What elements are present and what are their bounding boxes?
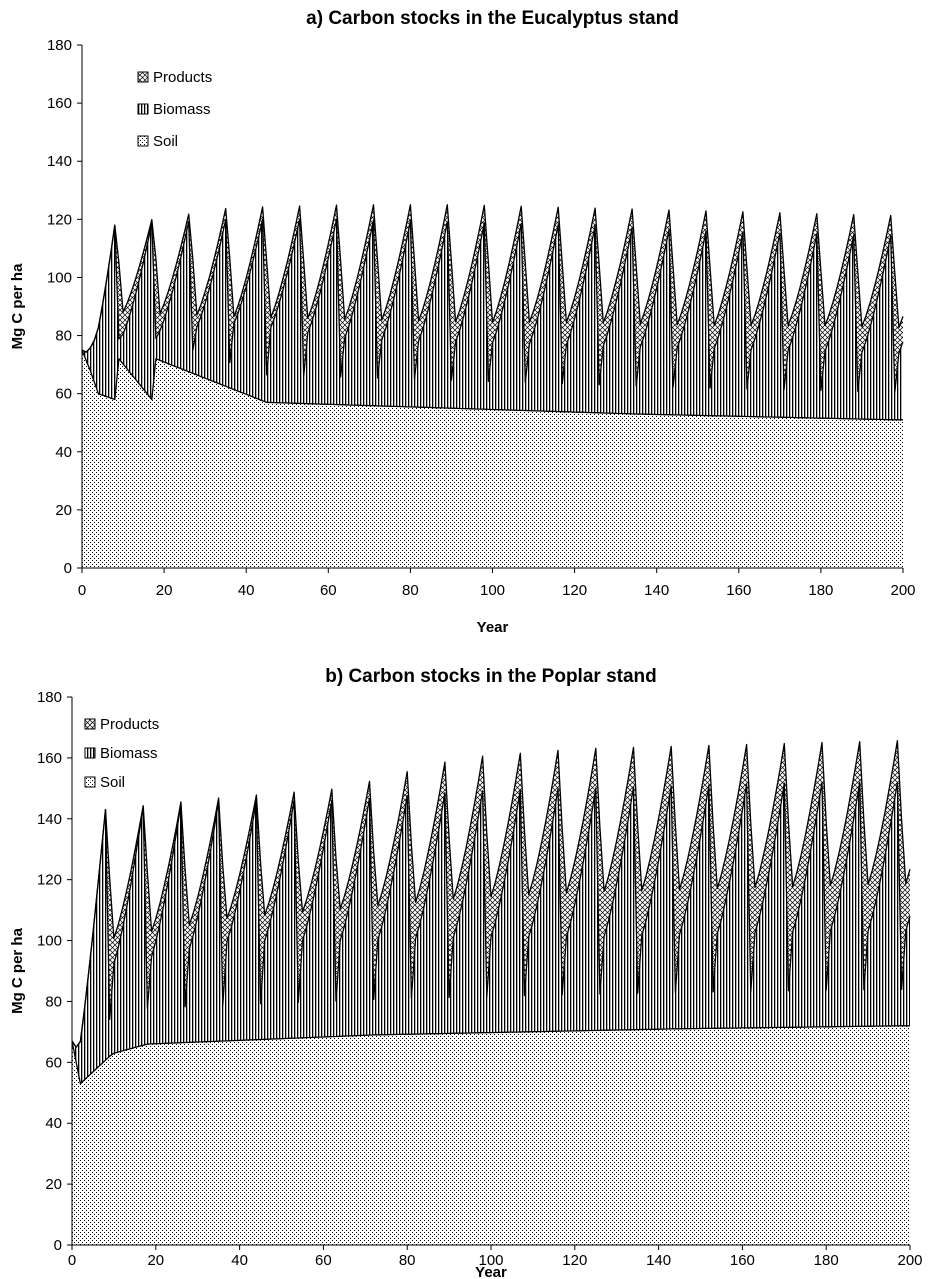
x-tick-label: 60 bbox=[315, 1252, 332, 1269]
y-tick-label: 140 bbox=[37, 811, 62, 828]
chart-panel-a: a) Carbon stocks in the Eucalyptus stand… bbox=[9, 8, 916, 636]
y-tick-label: 20 bbox=[55, 502, 72, 519]
y-axis-label: Mg C per ha bbox=[9, 263, 26, 349]
y-tick-label: 60 bbox=[45, 1054, 62, 1071]
y-tick-label: 100 bbox=[37, 933, 62, 950]
y-tick-label: 0 bbox=[64, 560, 72, 577]
legend-swatch-biomass bbox=[84, 747, 96, 759]
y-tick-label: 80 bbox=[55, 328, 72, 345]
x-tick-label: 180 bbox=[814, 1252, 839, 1269]
chart-title: b) Carbon stocks in the Poplar stand bbox=[325, 666, 657, 687]
legend-swatch-soil bbox=[137, 135, 149, 147]
y-tick-label: 20 bbox=[45, 1176, 62, 1193]
line-soil bbox=[81, 349, 903, 421]
chart-panel-b: b) Carbon stocks in the Poplar stand 0 20 4… bbox=[9, 666, 923, 1279]
x-tick-label: 20 bbox=[156, 582, 173, 599]
x-tick-label: 160 bbox=[726, 582, 751, 599]
y-tick-label: 40 bbox=[45, 1115, 62, 1132]
area-biomass bbox=[82, 219, 903, 420]
legend-swatch-biomass bbox=[137, 103, 149, 115]
y-tick-label: 120 bbox=[37, 872, 62, 889]
x-tick-label: 0 bbox=[78, 582, 86, 599]
x-tick-label: 100 bbox=[480, 582, 505, 599]
x-tick-label: 140 bbox=[644, 582, 669, 599]
legend-label-biomass: Biomass bbox=[153, 101, 211, 118]
legend-label-products: Products bbox=[100, 716, 159, 733]
y-tick-label: 0 bbox=[54, 1237, 62, 1254]
x-tick-label: 80 bbox=[402, 582, 419, 599]
y-tick-label: 120 bbox=[47, 211, 72, 228]
x-tick-label: 40 bbox=[238, 582, 255, 599]
legend-label-products: Products bbox=[153, 69, 212, 86]
x-tick-label: 60 bbox=[320, 582, 337, 599]
y-tick-label: 160 bbox=[47, 95, 72, 112]
legend-swatch-soil bbox=[84, 776, 96, 788]
x-tick-label: 200 bbox=[890, 582, 915, 599]
x-tick-label: 120 bbox=[562, 582, 587, 599]
legend-label-soil: Soil bbox=[100, 774, 125, 791]
legend-label-soil: Soil bbox=[153, 133, 178, 150]
x-tick-label: 180 bbox=[808, 582, 833, 599]
x-axis-label: Year bbox=[477, 619, 509, 636]
y-axis-label: Mg C per ha bbox=[9, 927, 26, 1013]
x-tick-label: 40 bbox=[231, 1252, 248, 1269]
y-tick-label: 100 bbox=[47, 269, 72, 286]
legend-swatch-products bbox=[137, 71, 149, 83]
y-tick-label: 180 bbox=[37, 689, 62, 706]
y-tick-label: 160 bbox=[37, 750, 62, 767]
line-soil bbox=[71, 1025, 910, 1085]
area-products bbox=[72, 740, 910, 1048]
legend-label-biomass: Biomass bbox=[100, 745, 158, 762]
area-biomass bbox=[72, 782, 910, 1084]
x-tick-label: 200 bbox=[897, 1252, 922, 1269]
line-biomass bbox=[81, 218, 904, 393]
x-tick-label: 140 bbox=[646, 1252, 671, 1269]
area-soil bbox=[72, 1025, 910, 1245]
legend-swatch-products bbox=[84, 718, 96, 730]
x-tick-label: 120 bbox=[562, 1252, 587, 1269]
y-tick-label: 80 bbox=[45, 993, 62, 1010]
y-tick-label: 60 bbox=[55, 386, 72, 403]
y-tick-label: 140 bbox=[47, 153, 72, 170]
x-tick-label: 20 bbox=[147, 1252, 164, 1269]
line-products bbox=[81, 204, 904, 353]
y-tick-label: 40 bbox=[55, 444, 72, 461]
x-axis-label: Year bbox=[475, 1264, 507, 1279]
x-tick-label: 100 bbox=[478, 1252, 503, 1269]
x-tick-label: 0 bbox=[68, 1252, 76, 1269]
y-tick-label: 180 bbox=[47, 37, 72, 54]
line-biomass bbox=[71, 781, 911, 1048]
line-products bbox=[71, 739, 911, 1048]
x-tick-label: 80 bbox=[399, 1252, 416, 1269]
chart-title: a) Carbon stocks in the Eucalyptus stand bbox=[306, 8, 679, 29]
x-tick-label: 160 bbox=[730, 1252, 755, 1269]
area-soil bbox=[82, 350, 903, 568]
